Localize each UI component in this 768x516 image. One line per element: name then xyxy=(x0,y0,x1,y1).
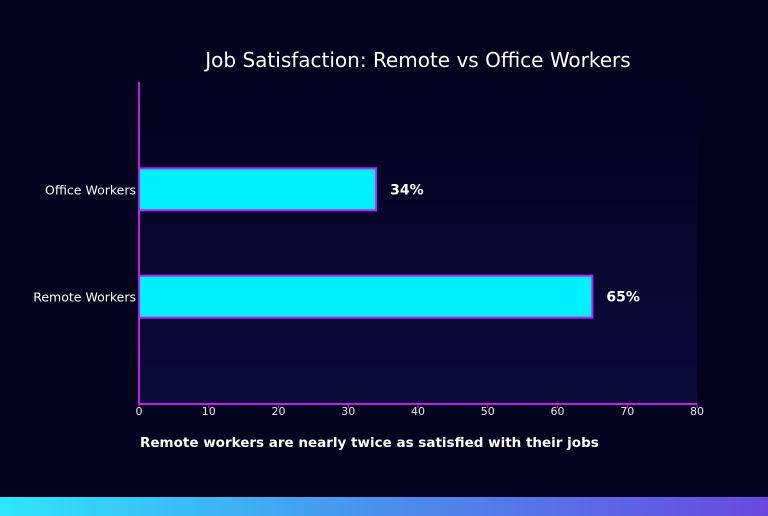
x-tick-label: 0 xyxy=(136,405,143,418)
data-label: 65% xyxy=(606,290,640,306)
annotation: Remote workers are nearly twice as satis… xyxy=(140,435,599,451)
x-tick-label: 10 xyxy=(202,405,216,418)
plot-area xyxy=(139,82,697,404)
category-label: Office Workers xyxy=(45,182,136,197)
x-tick-label: 70 xyxy=(620,405,634,418)
x-tick-label: 20 xyxy=(272,405,286,418)
bar-remote-workers xyxy=(138,274,594,319)
x-tick-label: 50 xyxy=(481,405,495,418)
x-tick-label: 80 xyxy=(690,405,704,418)
x-tick-label: 30 xyxy=(341,405,355,418)
chart-title: Job Satisfaction: Remote vs Office Worke… xyxy=(203,48,630,72)
bar-office-workers xyxy=(138,167,378,212)
data-label: 34% xyxy=(390,182,424,198)
x-tick-label: 60 xyxy=(551,405,565,418)
footer-gradient-bar xyxy=(0,497,768,516)
category-label: Remote Workers xyxy=(33,290,136,305)
x-tick-label: 40 xyxy=(411,405,425,418)
